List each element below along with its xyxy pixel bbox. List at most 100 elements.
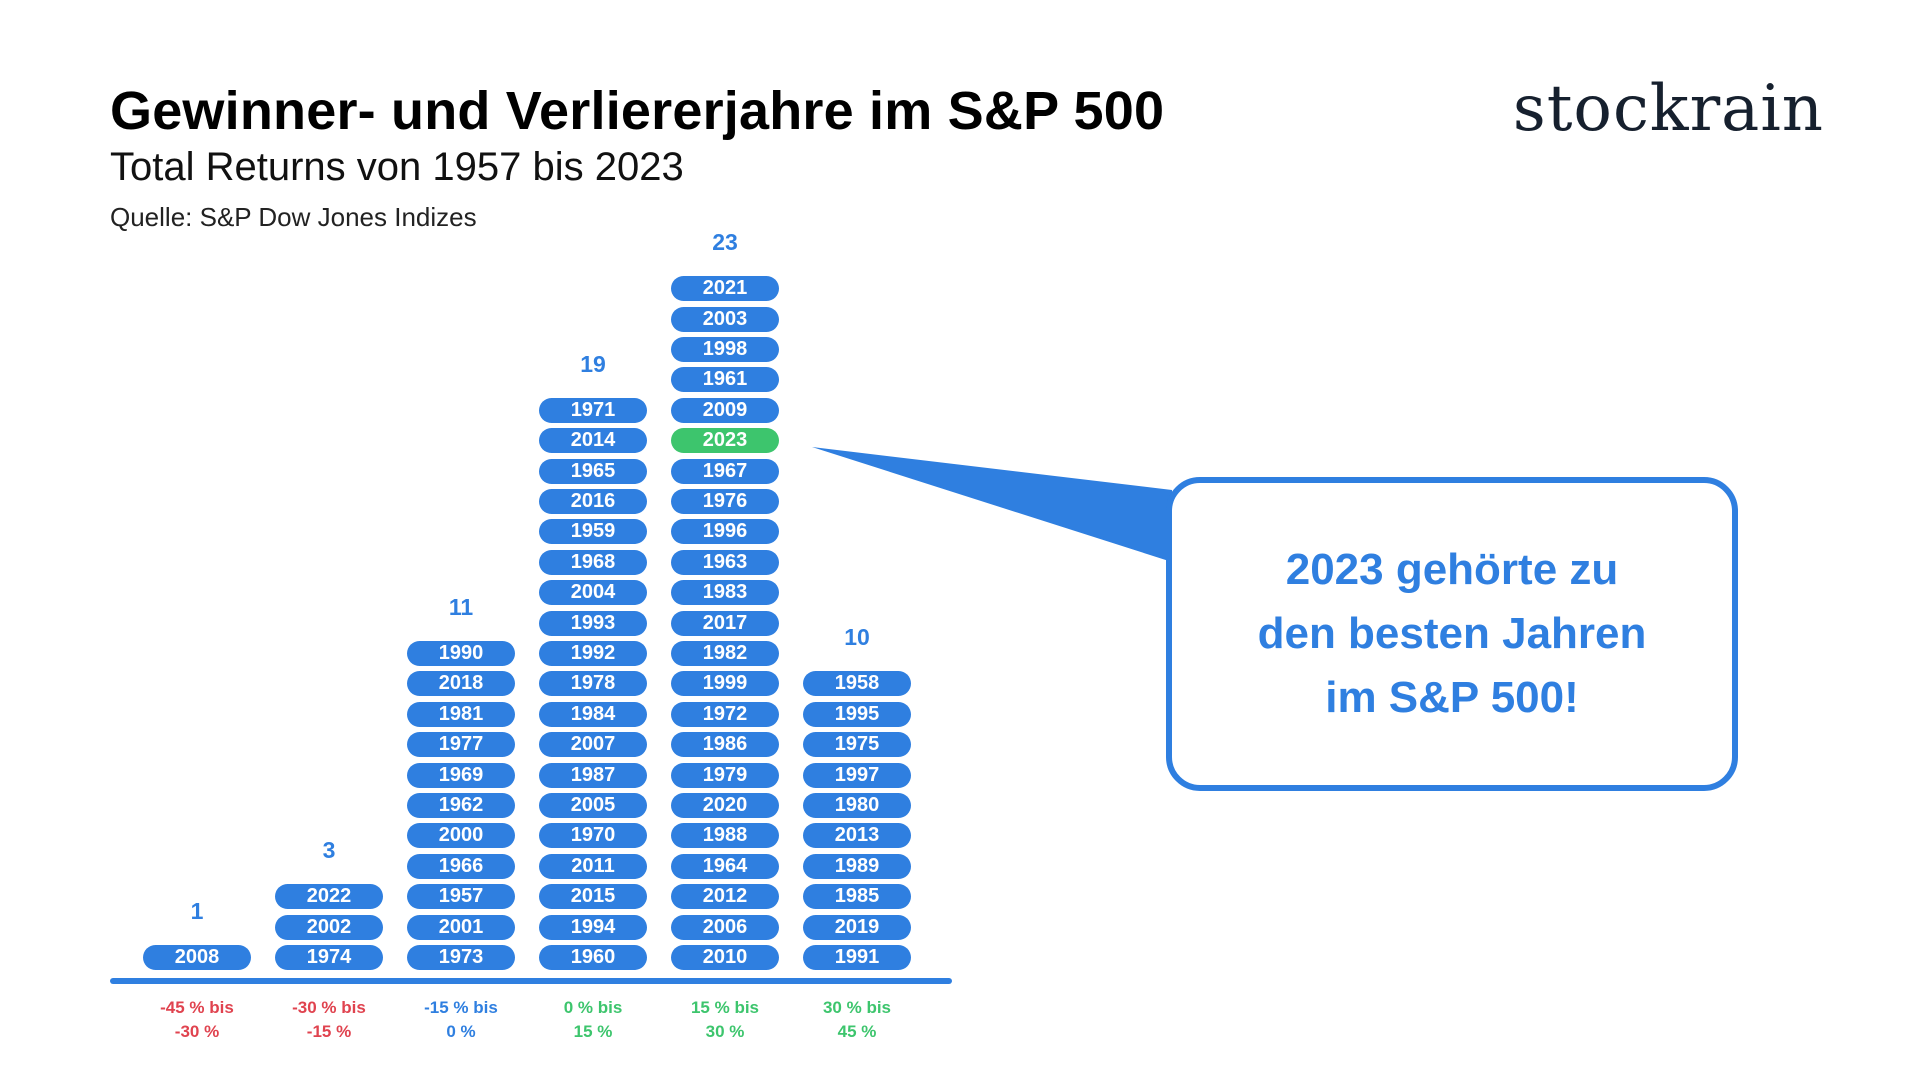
year-pill: 1970 bbox=[539, 823, 647, 849]
x-tick-label-line-1: -15 % bis bbox=[424, 998, 498, 1017]
bar-count-label: 1 bbox=[190, 898, 204, 924]
brand-logo: stockrain bbox=[1512, 72, 1824, 146]
year-pill: 1976 bbox=[671, 489, 779, 514]
year-pill: 1960 bbox=[539, 945, 647, 970]
year-pill: 1999 bbox=[671, 671, 779, 697]
year-pill: 1995 bbox=[803, 701, 911, 727]
year-pill: 2010 bbox=[671, 945, 779, 970]
year-pill: 2006 bbox=[671, 914, 779, 940]
bar-count-label: 23 bbox=[712, 229, 738, 256]
year-pill: 2021 bbox=[671, 276, 779, 302]
year-pill: 1996 bbox=[671, 519, 779, 545]
year-pill: 1966 bbox=[407, 853, 515, 879]
x-tick-label: -30 % bis -15 % bbox=[264, 996, 394, 1044]
x-tick-label: 15 % bis 30 % bbox=[660, 996, 790, 1044]
callout-text: 2023 gehörte zu den besten Jahren im S&P… bbox=[1172, 538, 1732, 730]
year-pill: 1998 bbox=[671, 337, 779, 362]
callout-pointer-shape bbox=[812, 447, 1172, 562]
year-pill: 1972 bbox=[671, 701, 779, 727]
year-pill: 1997 bbox=[803, 762, 911, 788]
year-pill: 2001 bbox=[407, 914, 515, 940]
year-pill: 1983 bbox=[671, 580, 779, 606]
year-pill: 2007 bbox=[539, 732, 647, 758]
x-tick-label-line-2: 45 % bbox=[837, 1022, 877, 1041]
year-pill: 1982 bbox=[671, 641, 779, 666]
year-pill: 1964 bbox=[671, 853, 779, 879]
year-pill: 2012 bbox=[671, 884, 779, 910]
year-pill: 2019 bbox=[803, 914, 911, 940]
x-tick-label: 0 % bis 15 % bbox=[528, 996, 658, 1044]
year-pill: 1987 bbox=[539, 762, 647, 788]
year-pill: 2022 bbox=[275, 884, 383, 910]
year-pill: 1994 bbox=[539, 914, 647, 940]
bar-count-label: 10 bbox=[844, 624, 870, 651]
year-pill: 1978 bbox=[539, 671, 647, 697]
year-pill: 1988 bbox=[671, 823, 779, 849]
year-pill: 1985 bbox=[803, 884, 911, 910]
bar-count-label: 19 bbox=[580, 350, 606, 377]
year-pill: 1973 bbox=[407, 945, 515, 970]
year-pill: 1979 bbox=[671, 762, 779, 788]
x-tick-label-line-1: 15 % bis bbox=[690, 998, 760, 1017]
year-pill: 1993 bbox=[539, 610, 647, 636]
year-pill: 2000 bbox=[407, 823, 515, 849]
year-pill: 1984 bbox=[539, 701, 647, 727]
year-pill: 1961 bbox=[671, 367, 779, 393]
year-pill: 2008 bbox=[143, 945, 251, 970]
source-note: Quelle: S&P Dow Jones Indizes bbox=[110, 202, 477, 232]
x-tick-label: 30 % bis 45 % bbox=[792, 996, 922, 1044]
year-pill: 1963 bbox=[671, 549, 779, 575]
year-pill: 2020 bbox=[671, 793, 779, 818]
year-pill: 1977 bbox=[407, 732, 515, 758]
x-tick-label-line-1: -45 % bis bbox=[160, 998, 234, 1017]
x-tick-label-line-2: 15 % bbox=[573, 1022, 613, 1041]
x-tick-label-line-2: 0 % bbox=[446, 1022, 476, 1041]
year-pill: 1969 bbox=[407, 762, 515, 788]
bar-count-label: 3 bbox=[322, 837, 336, 864]
year-pill: 2015 bbox=[539, 884, 647, 910]
callout-line-3: im S&P 500! bbox=[1325, 673, 1579, 722]
year-pill: 1957 bbox=[407, 884, 515, 910]
x-tick-label-line-1: -30 % bis bbox=[292, 998, 366, 1017]
year-pill: 1992 bbox=[539, 641, 647, 666]
bar-count-label: 11 bbox=[448, 594, 474, 620]
year-pill: 2013 bbox=[803, 823, 911, 849]
year-pill: 1981 bbox=[407, 701, 515, 727]
callout-line-1: 2023 gehörte zu bbox=[1285, 545, 1619, 594]
year-pill: 1980 bbox=[803, 793, 911, 818]
x-tick-label-line-1: 0 % bis bbox=[563, 998, 623, 1017]
year-pill: 1989 bbox=[803, 853, 911, 879]
year-pill: 2002 bbox=[275, 914, 383, 940]
year-pill: 2016 bbox=[539, 489, 647, 514]
year-pill: 1990 bbox=[407, 641, 515, 666]
year-pill: 2009 bbox=[671, 397, 779, 423]
year-pill: 2003 bbox=[671, 306, 779, 332]
year-pill: 1975 bbox=[803, 732, 911, 758]
year-pill: 1968 bbox=[539, 549, 647, 575]
year-pill: 1959 bbox=[539, 519, 647, 545]
page-title: Gewinner- und Verliererjahre im S&P 500 bbox=[110, 81, 1165, 141]
year-pill: 1974 bbox=[275, 945, 383, 970]
year-pill: 1967 bbox=[671, 458, 779, 484]
year-pill: 2004 bbox=[539, 580, 647, 606]
x-tick-label: -15 % bis 0 % bbox=[396, 996, 526, 1044]
x-tick-label-line-2: 30 % bbox=[705, 1022, 745, 1041]
year-pill: 1991 bbox=[803, 945, 911, 970]
x-tick-label-line-1: 30 % bis bbox=[822, 998, 892, 1017]
year-pill-highlight: 2023 bbox=[671, 428, 779, 454]
year-pill: 1986 bbox=[671, 732, 779, 758]
year-pill: 1971 bbox=[539, 397, 647, 423]
year-pill: 1962 bbox=[407, 793, 515, 818]
page-subtitle: Total Returns von 1957 bis 2023 bbox=[110, 145, 684, 189]
year-pill: 2014 bbox=[539, 428, 647, 454]
year-pill: 2018 bbox=[407, 671, 515, 697]
year-pill: 2017 bbox=[671, 610, 779, 636]
year-pill: 2011 bbox=[539, 853, 647, 879]
year-pill: 1965 bbox=[539, 458, 647, 484]
x-tick-label: -45 % bis -30 % bbox=[132, 996, 262, 1044]
x-tick-label-line-2: -30 % bbox=[174, 1022, 220, 1041]
year-pill: 2005 bbox=[539, 793, 647, 818]
callout-box: 2023 gehörte zu den besten Jahren im S&P… bbox=[1166, 477, 1738, 791]
